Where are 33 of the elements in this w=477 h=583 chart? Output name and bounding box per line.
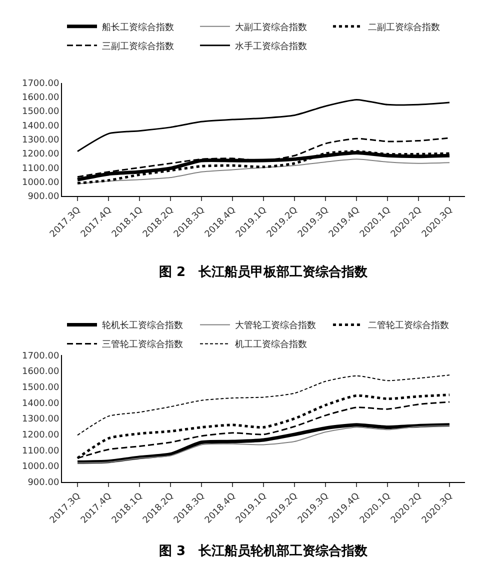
line-series xyxy=(77,374,450,436)
y-tick-label: 900.00 xyxy=(28,478,60,488)
legend-label: 三副工资综合指数 xyxy=(102,40,174,52)
text: 图 2 长江船员甲板部工资综合指数 xyxy=(159,264,369,280)
y-tick-label: 1400.00 xyxy=(22,121,60,132)
legend-label: 三管轮工资综合指数 xyxy=(102,339,183,350)
legend-label: 轮机长工资综合指数 xyxy=(102,320,183,332)
legend-label: 机工工资综合指数 xyxy=(234,339,307,350)
y-tick-label: 1500.00 xyxy=(22,107,60,118)
legend-label: 二管轮工资综合指数 xyxy=(368,320,449,332)
y-tick-label: 1400.00 xyxy=(22,398,60,409)
y-tick-label: 1700.00 xyxy=(22,351,60,362)
legend-label: 船长工资综合指数 xyxy=(102,22,174,33)
text: 图 3 长江船员轮机部工资综合指数 xyxy=(159,543,369,559)
legend-label: 水手工资综合指数 xyxy=(234,40,307,52)
y-tick-label: 1100.00 xyxy=(22,446,60,456)
y-tick-label: 1300.00 xyxy=(22,135,60,146)
y-tick-label: 900.00 xyxy=(28,192,60,202)
y-tick-label: 1600.00 xyxy=(22,367,60,378)
y-tick-label: 1200.00 xyxy=(22,430,60,441)
line-series xyxy=(76,98,450,152)
y-tick-label: 1300.00 xyxy=(22,414,60,425)
line-series xyxy=(76,137,450,178)
legend-label: 大管轮工资综合指数 xyxy=(234,320,316,332)
y-tick-label: 1500.00 xyxy=(22,383,60,394)
y-tick-label: 1000.00 xyxy=(22,178,60,188)
y-tick-label: 1200.00 xyxy=(22,150,60,160)
y-tick-label: 1600.00 xyxy=(22,93,60,104)
legend-label: 大副工资综合指数 xyxy=(234,22,307,33)
y-tick-label: 1100.00 xyxy=(22,164,60,174)
y-tick-label: 1700.00 xyxy=(22,78,60,89)
legend-label: 二副工资综合指数 xyxy=(368,22,440,33)
y-tick-label: 1000.00 xyxy=(22,462,60,472)
